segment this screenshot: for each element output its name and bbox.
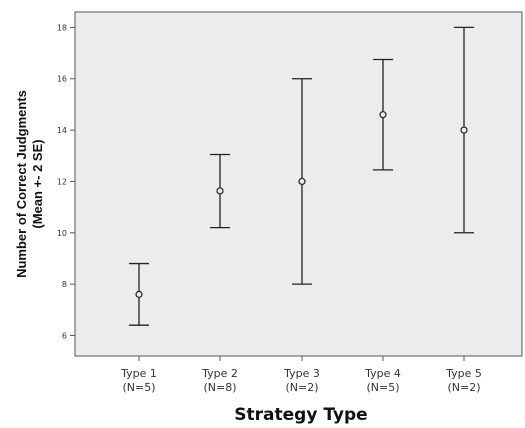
y-tick-label: 18: [57, 23, 67, 32]
x-tick-label-n: (N=2): [285, 381, 318, 394]
x-tick-label-n: (N=5): [366, 381, 399, 394]
x-axis: Type 1(N=5)Type 2(N=8)Type 3(N=2)Type 4(…: [120, 356, 482, 394]
y-axis-subtitle: (Mean +- 2 SE): [30, 139, 45, 228]
x-tick-label-n: (N=8): [203, 381, 236, 394]
y-tick-label: 6: [62, 331, 67, 340]
x-tick-label: Type 5: [445, 367, 482, 380]
mean-point: [135, 290, 143, 298]
y-tick-label: 16: [57, 75, 67, 84]
y-tick-label: 10: [57, 229, 67, 238]
y-axis-title: Number of Correct Judgments: [14, 90, 29, 278]
mean-point: [216, 187, 224, 195]
x-tick-label-n: (N=5): [122, 381, 155, 394]
y-axis: 6 8 10 12 14 16 18: [57, 23, 75, 340]
y-tick-label: 12: [57, 177, 67, 186]
y-tick-label: 8: [62, 280, 67, 289]
x-tick-label: Type 2: [201, 367, 238, 380]
mean-point: [379, 111, 387, 119]
x-tick-label-n: (N=2): [447, 381, 480, 394]
plot-area: [74, 11, 523, 357]
error-bars: [129, 26, 474, 326]
mean-point: [298, 177, 306, 186]
x-tick-label: Type 4: [364, 367, 401, 380]
x-axis-title: Strategy Type: [234, 405, 367, 425]
y-tick-label: 14: [57, 126, 67, 135]
x-tick-label: Type 3: [283, 367, 320, 380]
mean-point: [460, 126, 468, 134]
x-tick-label: Type 1: [120, 367, 157, 380]
